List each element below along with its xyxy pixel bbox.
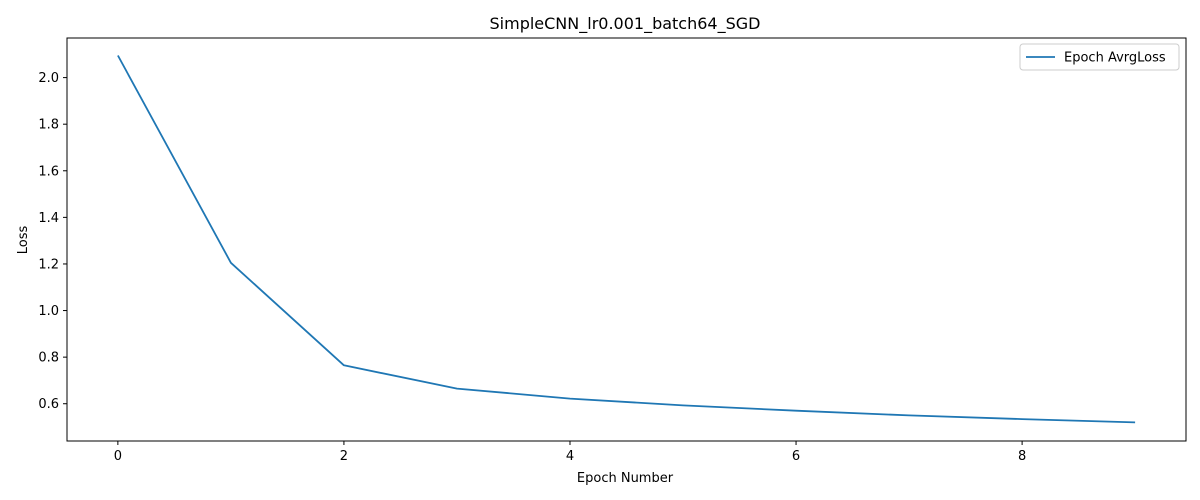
plot-area	[66, 37, 1187, 442]
series-line-epoch-avrgloss	[117, 55, 1136, 424]
y-axis-label: Loss	[16, 226, 31, 255]
y-tick-label: 0.6	[38, 397, 59, 412]
y-tick-label: 1.8	[38, 118, 59, 133]
x-tick-label: 4	[566, 449, 574, 464]
legend-label: Epoch AvrgLoss	[1064, 51, 1166, 66]
chart-title: SimpleCNN_lr0.001_batch64_SGD	[490, 14, 761, 34]
y-axis: 0.6 0.8 1.0 1.2 1.4 1.6 1.8 2.0	[38, 71, 67, 412]
y-tick-label: 1.0	[38, 304, 59, 319]
x-axis: 0 2 4 6 8	[114, 441, 1026, 464]
x-tick-label: 0	[114, 449, 122, 464]
y-tick-label: 1.6	[38, 164, 59, 179]
y-tick-label: 1.2	[38, 257, 59, 272]
y-tick-label: 2.0	[38, 71, 59, 86]
legend-box	[1019, 43, 1180, 71]
x-tick-label: 2	[340, 449, 348, 464]
x-axis-label: Epoch Number	[577, 471, 674, 486]
x-tick-label: 6	[792, 449, 800, 464]
plot-frame	[66, 37, 1187, 442]
legend: Epoch AvrgLoss	[1019, 43, 1180, 71]
series-layer	[117, 55, 1136, 424]
x-tick-label: 8	[1018, 449, 1026, 464]
y-tick-label: 0.8	[38, 351, 59, 366]
y-tick-label: 1.4	[38, 211, 59, 226]
